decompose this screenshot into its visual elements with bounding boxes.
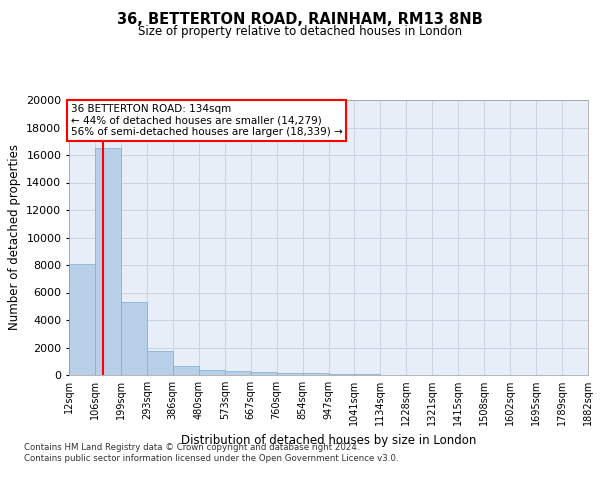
Text: Contains HM Land Registry data © Crown copyright and database right 2024.: Contains HM Land Registry data © Crown c…: [24, 442, 359, 452]
Bar: [95, 148, 121, 375]
Y-axis label: Number of detached properties: Number of detached properties: [8, 144, 20, 330]
Bar: [147, 351, 173, 375]
Bar: [121, 302, 147, 375]
X-axis label: Distribution of detached houses by size in London: Distribution of detached houses by size …: [181, 434, 476, 446]
Bar: [277, 372, 302, 375]
Bar: [251, 372, 277, 375]
Text: Contains public sector information licensed under the Open Government Licence v3: Contains public sector information licen…: [24, 454, 398, 463]
Bar: [173, 366, 199, 375]
Bar: [329, 374, 355, 375]
Text: 36, BETTERTON ROAD, RAINHAM, RM13 8NB: 36, BETTERTON ROAD, RAINHAM, RM13 8NB: [117, 12, 483, 28]
Bar: [69, 264, 95, 375]
Bar: [199, 370, 224, 375]
Text: 36 BETTERTON ROAD: 134sqm
← 44% of detached houses are smaller (14,279)
56% of s: 36 BETTERTON ROAD: 134sqm ← 44% of detac…: [71, 104, 343, 138]
Text: Size of property relative to detached houses in London: Size of property relative to detached ho…: [138, 25, 462, 38]
Bar: [355, 374, 380, 375]
Bar: [225, 371, 251, 375]
Bar: [302, 374, 329, 375]
